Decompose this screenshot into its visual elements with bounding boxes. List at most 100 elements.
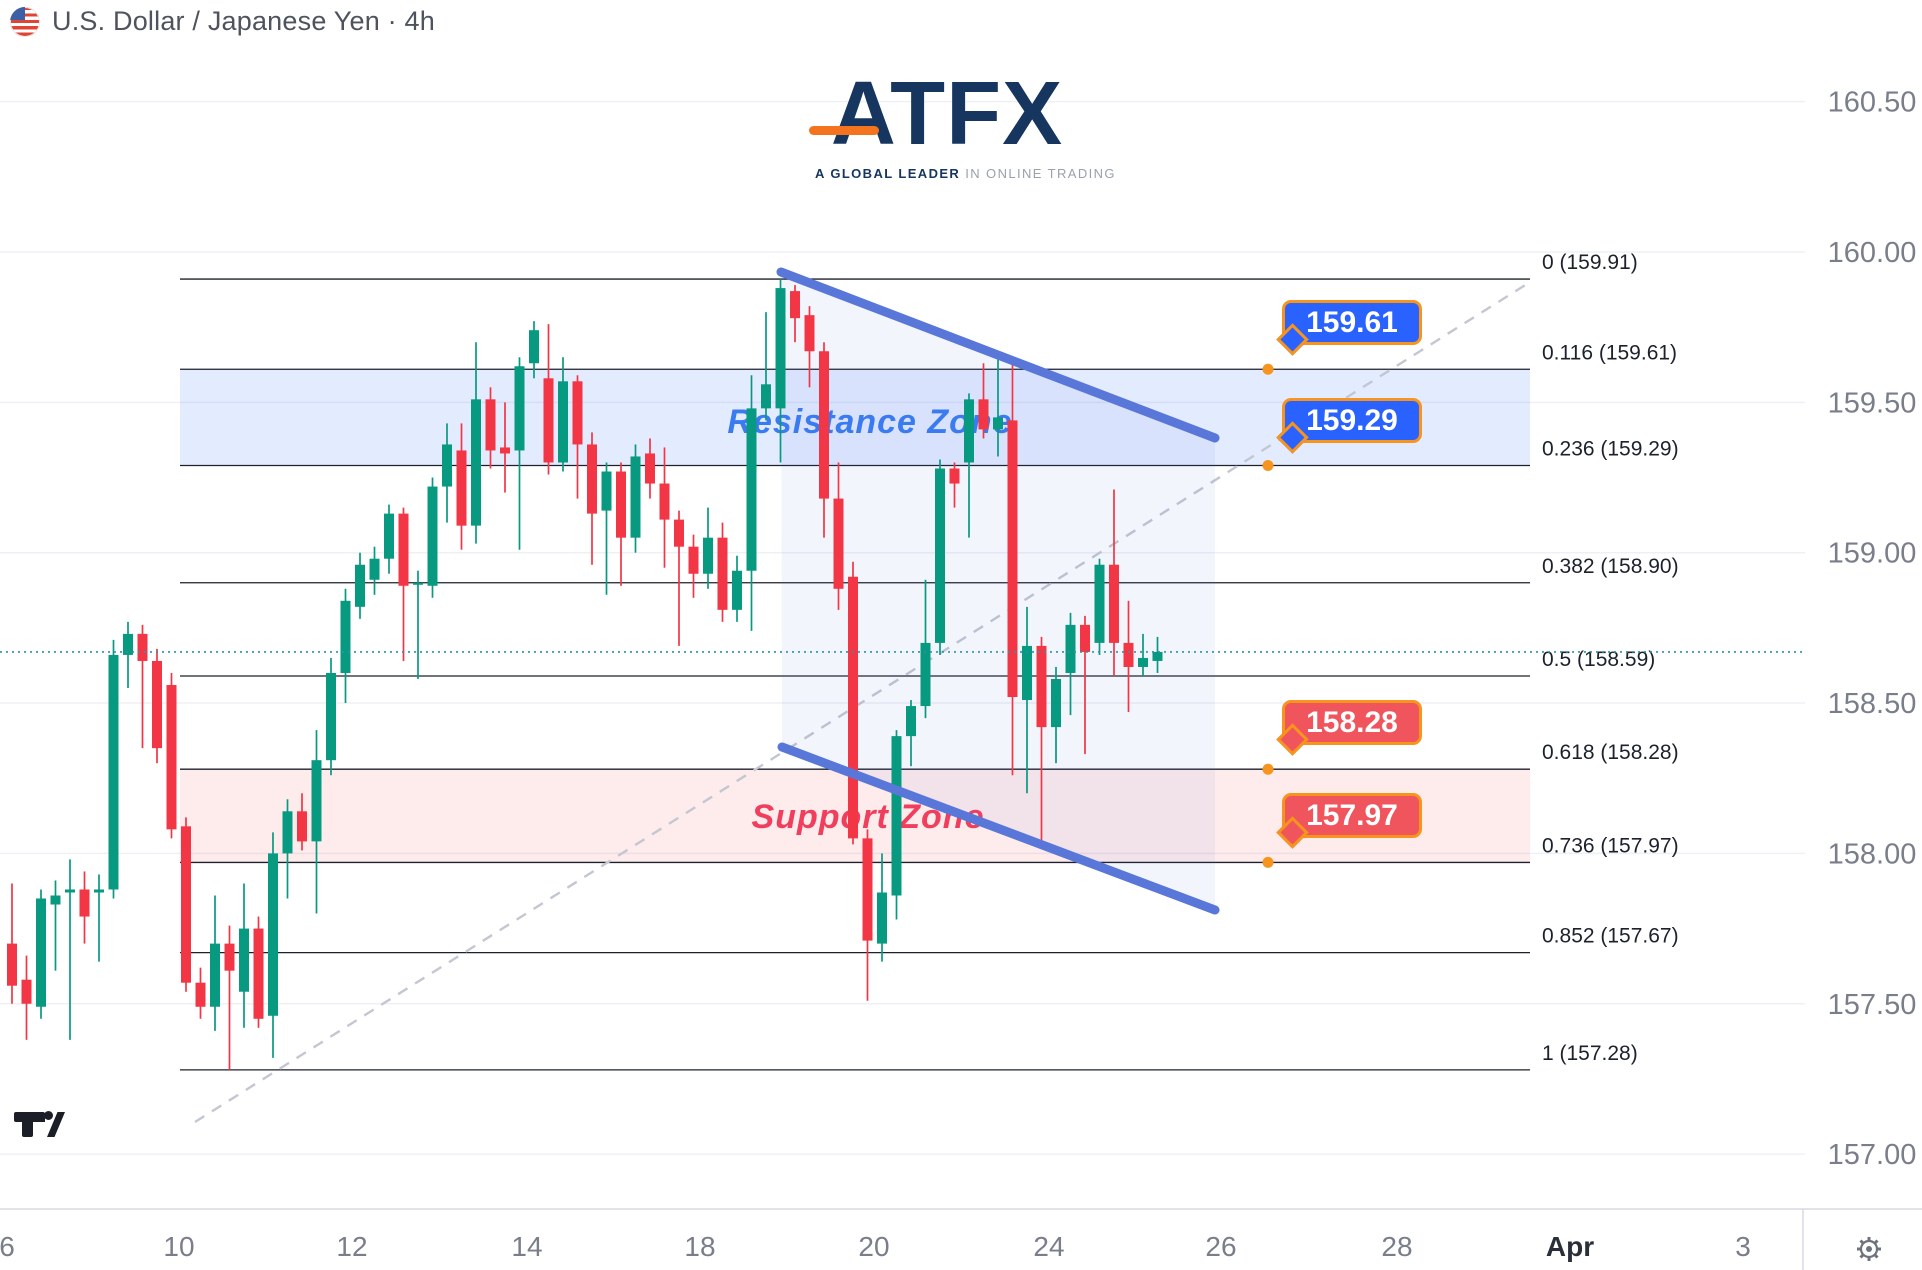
price-axis-label: 159.00 bbox=[1828, 538, 1917, 570]
candle bbox=[1138, 633, 1148, 676]
candle bbox=[1022, 606, 1032, 794]
time-axis-label: 12 bbox=[336, 1231, 367, 1262]
candle bbox=[1094, 558, 1105, 655]
candle bbox=[862, 829, 873, 1001]
candle bbox=[297, 793, 307, 851]
lower-trendline[interactable] bbox=[777, 742, 1220, 915]
candle bbox=[616, 462, 626, 586]
callout-anchor-dot bbox=[1262, 363, 1274, 375]
callout-price: 158.28 bbox=[1306, 705, 1398, 739]
candle bbox=[688, 534, 699, 598]
candle bbox=[848, 561, 858, 845]
candle bbox=[587, 432, 597, 565]
candle bbox=[819, 342, 829, 538]
candle bbox=[123, 621, 133, 689]
gear-icon[interactable] bbox=[1852, 1232, 1886, 1266]
price-callout[interactable]: 159.29 bbox=[1276, 398, 1422, 454]
symbol-title[interactable]: U.S. Dollar / Japanese Yen · 4h bbox=[52, 6, 435, 36]
candle bbox=[659, 447, 670, 568]
candle bbox=[645, 438, 655, 499]
candle bbox=[891, 730, 902, 920]
price-callout[interactable]: 157.97 bbox=[1276, 793, 1422, 849]
time-axis[interactable]: 6 10 12 14 18 20 24 26 28 Apr 3 bbox=[0, 1208, 1922, 1270]
fib-dots bbox=[1262, 363, 1274, 868]
atfx-watermark: ATFX A GLOBAL LEADER IN ONLINE TRADING bbox=[809, 66, 1115, 181]
candle bbox=[253, 916, 264, 1028]
atfx-logo-text: ATFX bbox=[809, 66, 1079, 162]
candle bbox=[137, 624, 148, 749]
candle bbox=[152, 648, 162, 764]
candle bbox=[79, 871, 90, 944]
tradingview-logo-icon[interactable] bbox=[14, 1106, 66, 1142]
candle bbox=[340, 588, 351, 704]
candle bbox=[558, 357, 568, 472]
candle bbox=[877, 853, 887, 962]
price-callout[interactable]: 158.28 bbox=[1276, 700, 1422, 756]
candle bbox=[355, 552, 365, 619]
candle bbox=[630, 444, 641, 553]
candle bbox=[906, 700, 916, 767]
candle bbox=[543, 324, 554, 475]
candle bbox=[239, 883, 249, 1028]
candle bbox=[311, 730, 322, 914]
fib-levels: 0 (159.91) 0.116 (159.61) 0.236 (159.29) 0.… bbox=[180, 251, 1679, 1071]
upper-trendline[interactable] bbox=[776, 267, 1220, 443]
candle bbox=[978, 363, 989, 439]
candle bbox=[427, 477, 438, 598]
price-axis[interactable]: 160.50 160.00 159.50 159.00 158.50 158.00 157.… bbox=[1828, 87, 1917, 1171]
price-axis-label: 159.50 bbox=[1828, 387, 1917, 419]
candle bbox=[413, 570, 423, 679]
candle bbox=[471, 342, 481, 544]
fib-label: 0.5 (158.59) bbox=[1542, 648, 1655, 671]
callout-anchor-dot bbox=[1262, 763, 1274, 775]
symbol-header[interactable]: U.S. Dollar / Japanese Yen · 4h bbox=[10, 6, 435, 37]
candle bbox=[36, 889, 46, 1019]
candle bbox=[790, 285, 800, 343]
candle bbox=[384, 504, 394, 574]
candle bbox=[1080, 615, 1090, 755]
candle bbox=[529, 321, 539, 379]
price-axis-label: 158.00 bbox=[1828, 838, 1917, 870]
time-axis-label: 20 bbox=[858, 1231, 889, 1262]
time-axis-label: 6 bbox=[0, 1231, 15, 1262]
time-axis-label: 10 bbox=[163, 1231, 194, 1262]
fib-label: 0.116 (159.61) bbox=[1542, 341, 1677, 364]
candle bbox=[1152, 636, 1163, 673]
candle bbox=[775, 279, 786, 463]
candle bbox=[1051, 666, 1061, 764]
candle bbox=[1007, 357, 1018, 776]
callout-price: 157.97 bbox=[1306, 798, 1398, 832]
candle bbox=[50, 880, 61, 971]
candle bbox=[500, 402, 510, 493]
candle bbox=[1109, 489, 1119, 676]
candle bbox=[181, 817, 191, 992]
us-flag-icon bbox=[10, 6, 40, 37]
fib-label: 1 (157.28) bbox=[1542, 1042, 1638, 1065]
time-axis-label: 3 bbox=[1735, 1231, 1751, 1262]
candle bbox=[485, 387, 496, 469]
price-callout[interactable]: 159.61 bbox=[1276, 300, 1422, 356]
price-axis-label: 160.00 bbox=[1828, 237, 1917, 269]
candle bbox=[1123, 600, 1134, 713]
candle bbox=[717, 522, 728, 622]
candlestick-series bbox=[7, 279, 1163, 1070]
wedge-shading bbox=[781, 272, 1215, 910]
callout-price: 159.61 bbox=[1306, 305, 1398, 339]
candle bbox=[65, 859, 75, 1040]
fib-label: 0.236 (159.29) bbox=[1542, 437, 1679, 460]
price-axis-label: 160.50 bbox=[1828, 87, 1917, 119]
candle bbox=[920, 579, 931, 719]
wedge bbox=[781, 272, 1215, 910]
time-axis-label: 24 bbox=[1033, 1231, 1064, 1262]
candle bbox=[7, 883, 17, 1004]
atfx-logo-dash-icon bbox=[809, 126, 879, 135]
candle bbox=[268, 832, 278, 1058]
time-axis-label: 28 bbox=[1381, 1231, 1412, 1262]
candle bbox=[369, 546, 380, 595]
price-axis-label: 157.50 bbox=[1828, 989, 1917, 1021]
candle bbox=[166, 672, 177, 839]
candle bbox=[993, 354, 1003, 457]
trendlines[interactable] bbox=[776, 267, 1220, 915]
